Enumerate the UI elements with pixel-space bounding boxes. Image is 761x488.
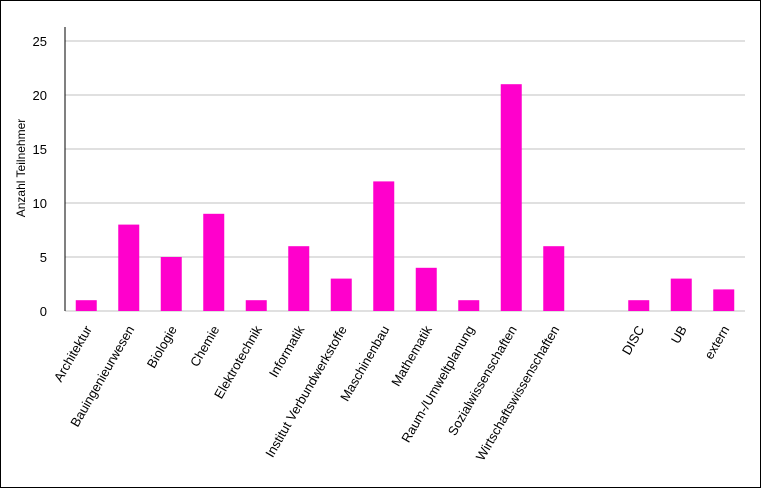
x-tick-label: Architektur [51,322,95,384]
x-tick-label: Mathematik [388,323,435,389]
bar-biologie [160,257,182,311]
bars [75,84,735,311]
bar-raum-umweltplanung [458,300,480,311]
y-tick-label: 25 [33,34,47,49]
y-tick-label: 0 [40,304,47,319]
bar-disc [628,300,650,311]
bar-bauingenieurwesen [118,224,140,311]
bar-chemie [203,213,225,311]
bar-informatik [288,246,310,311]
x-tick-label: Wirtschaftswissenschaften [473,323,563,463]
bar-maschinenbau [373,181,395,311]
bar-architektur [75,300,97,311]
bar-wirtschaftswissenschaften [543,246,565,311]
x-tick-label: Chemie [187,323,222,369]
y-axis-label: Anzahl Teilnehmer [14,119,28,218]
bar-mathematik [415,267,437,311]
y-tick-label: 5 [40,250,47,265]
x-tick-label: Institut Verbundwerkstoffe [262,323,350,460]
x-tick-label: Biologie [144,323,180,371]
bar-institut-verbundwerkstoffe [330,278,352,311]
y-tick-label: 20 [33,88,47,103]
x-tick-label: extern [701,323,732,362]
x-tick-label: Informatik [266,323,308,380]
x-tick-label: UB [668,323,690,346]
y-tick-label: 15 [33,142,47,157]
bar-sozialwissenschaften [500,84,522,311]
x-tick-label: Raum-/Umweltplanung [398,323,477,445]
bar-ub [670,278,692,311]
y-tick-labels: 0 5 10 15 20 25 [33,34,47,319]
y-tick-label: 10 [33,196,47,211]
bar-elektrotechnik [245,300,267,311]
x-tick-label: DISC [619,323,648,357]
bar-extern [713,289,735,311]
